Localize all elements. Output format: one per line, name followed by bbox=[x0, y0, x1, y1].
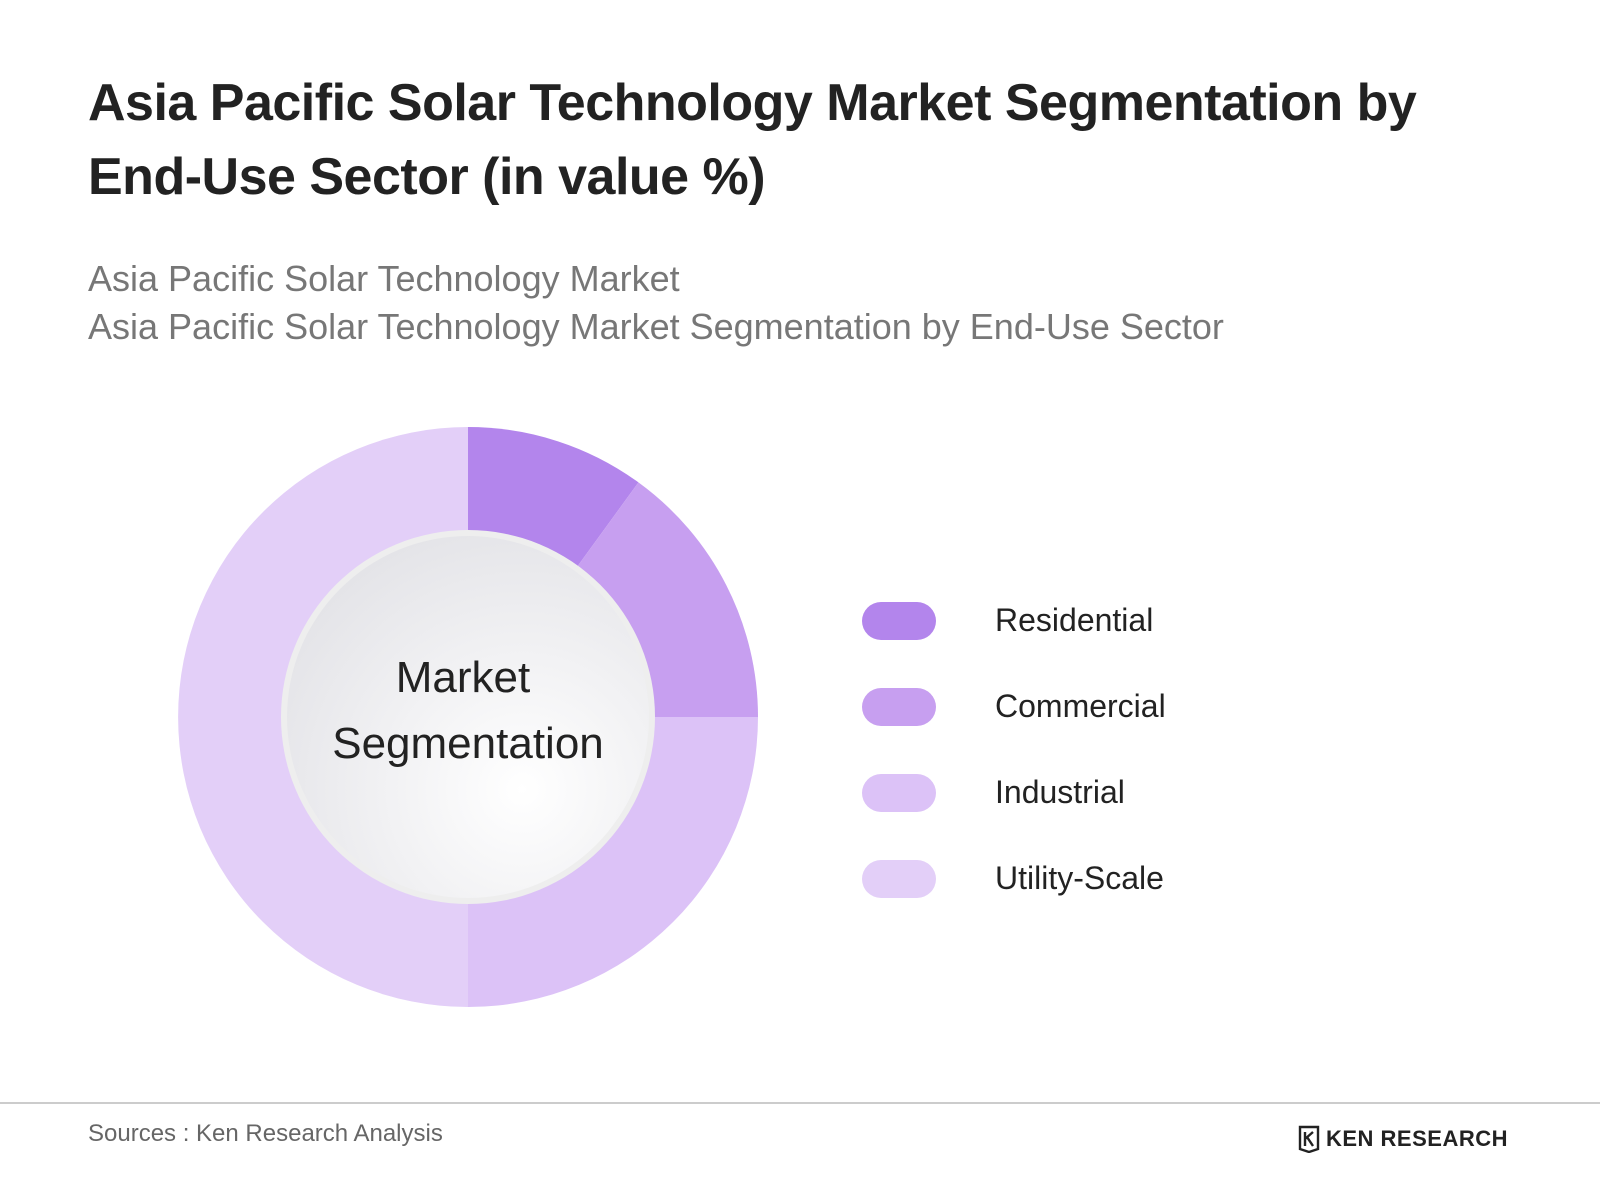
legend-label-utility-scale: Utility-Scale bbox=[995, 860, 1164, 896]
legend-swatch-residential bbox=[862, 602, 936, 640]
donut-chart: Market Segmentation bbox=[178, 427, 758, 1007]
subtitle-block: Asia Pacific Solar Technology Market Asi… bbox=[88, 255, 1508, 351]
legend-swatch-commercial bbox=[862, 688, 936, 726]
donut-center bbox=[287, 536, 649, 898]
ken-research-logo-icon bbox=[1298, 1125, 1320, 1153]
legend-label-commercial: Commercial bbox=[995, 688, 1166, 724]
legend-item-residential: Residential bbox=[862, 598, 1462, 684]
legend-item-utility-scale: Utility-Scale bbox=[862, 856, 1462, 942]
source-note: Sources : Ken Research Analysis bbox=[88, 1120, 443, 1147]
legend-item-industrial: Industrial bbox=[862, 770, 1462, 856]
chart-legend: Residential Commercial Industrial Utilit… bbox=[862, 598, 1462, 942]
legend-swatch-utility-scale bbox=[862, 860, 936, 898]
legend-label-residential: Residential bbox=[995, 602, 1154, 638]
subtitle-market: Asia Pacific Solar Technology Market bbox=[88, 258, 680, 299]
center-label-line1: Market bbox=[396, 653, 530, 702]
legend-swatch-industrial bbox=[862, 774, 936, 812]
footer-divider bbox=[0, 1102, 1600, 1104]
chart-title: Asia Pacific Solar Technology Market Seg… bbox=[88, 74, 1417, 206]
center-label-line2: Segmentation bbox=[332, 719, 604, 768]
brand-name: KEN RESEARCH bbox=[1325, 1126, 1508, 1151]
brand-logo: KEN RESEARCH bbox=[1298, 1124, 1508, 1154]
legend-label-industrial: Industrial bbox=[995, 774, 1125, 810]
subtitle-segmentation: Asia Pacific Solar Technology Market Seg… bbox=[88, 306, 1224, 347]
legend-item-commercial: Commercial bbox=[862, 684, 1462, 770]
